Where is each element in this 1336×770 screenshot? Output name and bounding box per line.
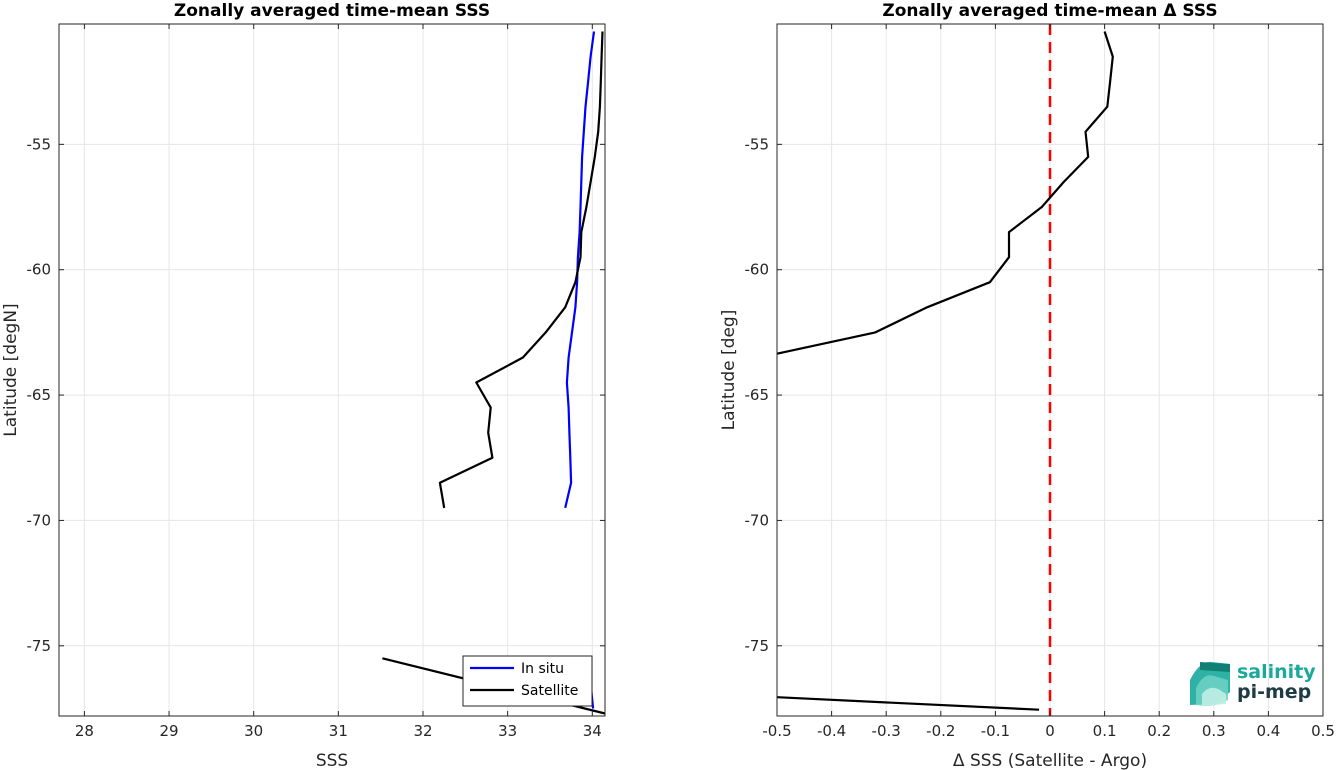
salinity-pi-mep-logo: salinity pi-mep <box>1190 661 1316 706</box>
sss-xlabel: SSS <box>316 751 348 770</box>
delta-ylabel: Latitude [deg] <box>719 310 739 431</box>
sss-grid <box>59 24 605 716</box>
x-tick-label: 34 <box>583 722 602 740</box>
sss-ylabel: Latitude [degN] <box>1 303 21 436</box>
sss-panel: 28 29 30 31 32 33 34 -75 -70 -65 -60 -55 Zonally av… <box>1 1 606 770</box>
x-tick-label: 31 <box>329 722 348 740</box>
x-tick-label: 0.3 <box>1202 722 1226 740</box>
x-tick-label: 0 <box>1045 722 1055 740</box>
delta-series-group <box>776 31 1114 711</box>
series-line <box>776 696 1040 711</box>
series-line <box>438 31 604 509</box>
sss-series-group <box>382 31 606 715</box>
x-tick-label: -0.1 <box>981 722 1010 740</box>
y-tick-label: -70 <box>745 511 770 529</box>
x-tick-label: 29 <box>159 722 178 740</box>
delta-title: Zonally averaged time-mean Δ SSS <box>882 1 1217 21</box>
sss-ticks: 28 29 30 31 32 33 34 -75 -70 -65 -60 -55 <box>27 24 605 740</box>
y-tick-label: -55 <box>27 135 52 153</box>
delta-ticks: -0.5 -0.4 -0.3 -0.2 -0.1 0 0.1 0.2 0.3 0.4 0.5 -75 -… <box>745 24 1335 740</box>
x-tick-label: -0.4 <box>817 722 846 740</box>
logo-wave-icon <box>1190 661 1230 706</box>
x-tick-label: 30 <box>244 722 263 740</box>
y-tick-label: -60 <box>27 261 52 279</box>
delta-xlabel: Δ SSS (Satellite - Argo) <box>953 751 1147 770</box>
y-tick-label: -65 <box>27 386 52 404</box>
x-tick-label: 0.1 <box>1093 722 1117 740</box>
x-tick-label: -0.2 <box>926 722 955 740</box>
y-tick-label: -65 <box>745 386 770 404</box>
legend-in-situ-label: In situ <box>521 661 564 677</box>
x-tick-label: 32 <box>413 722 432 740</box>
y-tick-label: -55 <box>745 135 770 153</box>
y-tick-label: -75 <box>745 637 770 655</box>
y-tick-label: -60 <box>745 261 770 279</box>
logo-pi-mep-text: pi-mep <box>1237 681 1311 703</box>
y-tick-label: -70 <box>27 511 52 529</box>
legend-satellite-label: Satellite <box>521 683 578 699</box>
x-tick-label: 0.5 <box>1311 722 1335 740</box>
x-tick-label: 33 <box>498 722 517 740</box>
x-tick-label: 0.2 <box>1147 722 1171 740</box>
sss-legend: In situ Satellite <box>462 655 593 707</box>
logo-salinity-text: salinity <box>1237 661 1316 683</box>
sss-axes-frame <box>58 23 606 717</box>
x-tick-label: 0.4 <box>1256 722 1280 740</box>
x-tick-label: 28 <box>75 722 94 740</box>
sss-title: Zonally averaged time-mean SSS <box>174 1 490 21</box>
series-line <box>776 31 1114 355</box>
y-tick-label: -75 <box>27 637 52 655</box>
x-tick-label: -0.3 <box>872 722 901 740</box>
x-tick-label: -0.5 <box>762 722 791 740</box>
delta-sss-panel: -0.5 -0.4 -0.3 -0.2 -0.1 0 0.1 0.2 0.3 0.4 0.5 -75 -… <box>719 1 1335 770</box>
legend-box <box>462 655 593 707</box>
